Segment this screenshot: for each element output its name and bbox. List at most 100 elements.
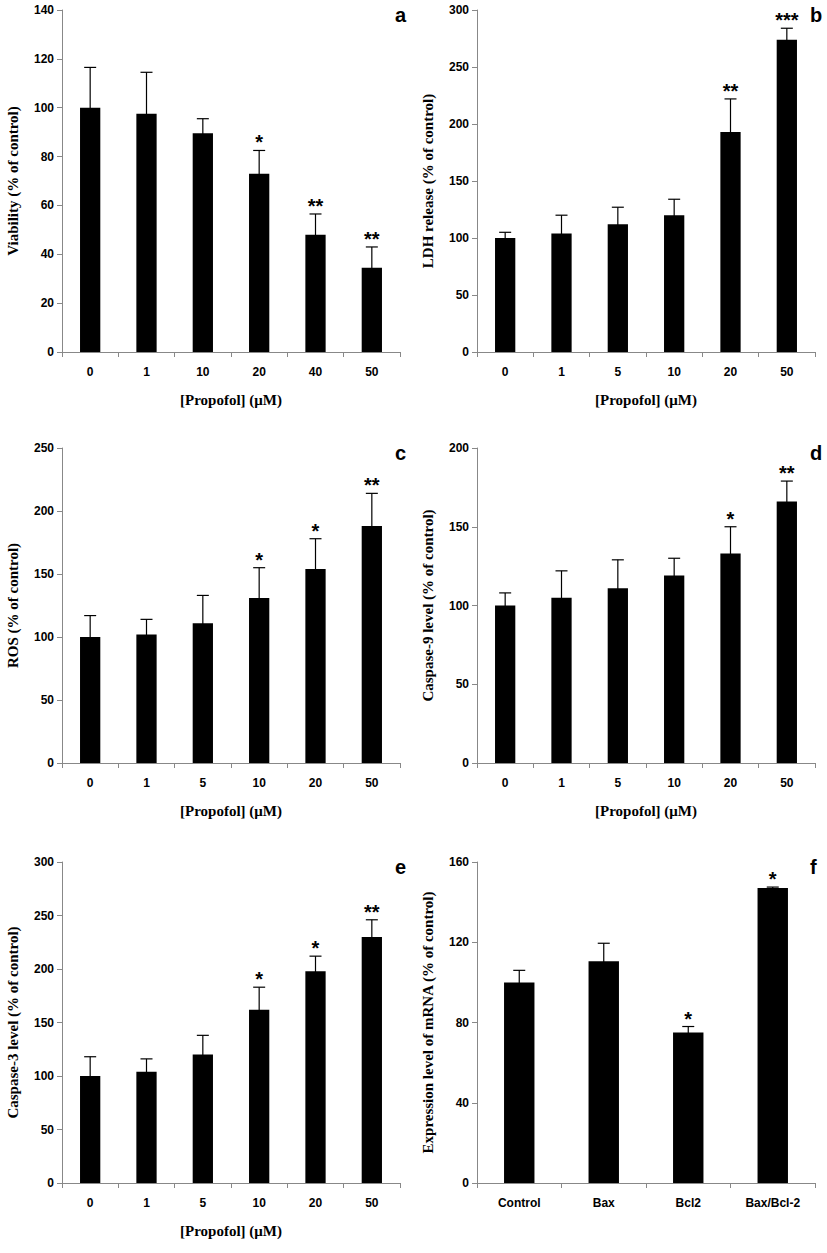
svg-text:40: 40 [41, 247, 55, 261]
svg-text:f: f [810, 856, 817, 878]
svg-text:d: d [810, 442, 822, 464]
svg-text:0: 0 [502, 776, 509, 790]
svg-text:100: 100 [449, 599, 469, 613]
svg-text:1: 1 [558, 776, 565, 790]
svg-text:100: 100 [34, 1069, 54, 1083]
svg-text:5: 5 [199, 776, 206, 790]
svg-text:1: 1 [143, 1196, 150, 1210]
svg-text:0: 0 [87, 776, 94, 790]
svg-text:Bcl2: Bcl2 [676, 1196, 702, 1210]
svg-text:10: 10 [667, 776, 681, 790]
svg-text:*: * [255, 968, 263, 990]
svg-text:Control: Control [498, 1196, 541, 1210]
svg-text:0: 0 [47, 1176, 54, 1190]
svg-text:ROS (% of control): ROS (% of control) [5, 543, 22, 668]
svg-text:0: 0 [462, 756, 469, 770]
svg-text:c: c [395, 442, 406, 464]
svg-text:0: 0 [462, 1176, 469, 1190]
svg-text:Caspase-3 level (% of control): Caspase-3 level (% of control) [5, 926, 22, 1118]
svg-text:20: 20 [252, 365, 266, 379]
svg-text:50: 50 [456, 677, 470, 691]
svg-text:250: 250 [34, 441, 54, 455]
svg-text:40: 40 [309, 365, 323, 379]
svg-text:[Propofol] (μM): [Propofol] (μM) [595, 392, 697, 409]
svg-text:5: 5 [199, 1196, 206, 1210]
svg-text:1: 1 [558, 365, 565, 379]
svg-text:250: 250 [34, 909, 54, 923]
svg-text:40: 40 [456, 1096, 470, 1110]
svg-text:[Propofol] (μM): [Propofol] (μM) [180, 1223, 282, 1240]
svg-text:80: 80 [41, 150, 55, 164]
svg-text:Viability (% of control): Viability (% of control) [5, 106, 22, 256]
svg-text:5: 5 [614, 365, 621, 379]
svg-text:*: * [312, 937, 320, 959]
svg-text:**: ** [364, 474, 380, 496]
svg-text:0: 0 [462, 345, 469, 359]
svg-text:150: 150 [34, 1016, 54, 1030]
svg-text:10: 10 [667, 365, 681, 379]
svg-text:0: 0 [502, 365, 509, 379]
svg-text:160: 160 [449, 855, 469, 869]
svg-text:[Propofol] (μM): [Propofol] (μM) [180, 392, 282, 409]
svg-text:b: b [810, 4, 822, 26]
svg-text:20: 20 [724, 365, 738, 379]
svg-text:20: 20 [309, 776, 323, 790]
svg-text:50: 50 [365, 1196, 379, 1210]
svg-text:5: 5 [614, 776, 621, 790]
svg-text:50: 50 [365, 776, 379, 790]
svg-text:**: ** [723, 80, 739, 102]
svg-text:**: ** [364, 901, 380, 923]
svg-text:*: * [769, 868, 777, 890]
svg-text:*: * [684, 1008, 692, 1030]
svg-text:120: 120 [449, 935, 469, 949]
svg-text:0: 0 [87, 365, 94, 379]
svg-text:140: 140 [34, 3, 54, 17]
svg-text:*: * [727, 508, 735, 530]
svg-text:100: 100 [34, 101, 54, 115]
svg-text:200: 200 [449, 117, 469, 131]
svg-text:150: 150 [34, 567, 54, 581]
svg-text:300: 300 [34, 855, 54, 869]
svg-text:10: 10 [252, 776, 266, 790]
svg-text:50: 50 [41, 693, 55, 707]
svg-text:**: ** [364, 228, 380, 250]
svg-text:**: ** [779, 462, 795, 484]
svg-text:10: 10 [196, 365, 210, 379]
svg-text:150: 150 [449, 520, 469, 534]
svg-text:50: 50 [780, 776, 794, 790]
svg-text:300: 300 [449, 3, 469, 17]
svg-text:50: 50 [456, 288, 470, 302]
svg-text:0: 0 [47, 756, 54, 770]
svg-text:Expression level of mRNA (% of: Expression level of mRNA (% of control) [420, 892, 437, 1154]
svg-text:*: * [255, 131, 263, 153]
svg-text:[Propofol] (μM): [Propofol] (μM) [595, 803, 697, 820]
svg-text:50: 50 [41, 1123, 55, 1137]
svg-text:Bax/Bcl-2: Bax/Bcl-2 [745, 1196, 800, 1210]
svg-text:10: 10 [252, 1196, 266, 1210]
svg-text:200: 200 [34, 962, 54, 976]
svg-text:120: 120 [34, 52, 54, 66]
svg-text:a: a [395, 4, 407, 26]
svg-text:20: 20 [309, 1196, 323, 1210]
svg-text:LDH release (% of control): LDH release (% of control) [420, 94, 437, 268]
svg-text:0: 0 [87, 1196, 94, 1210]
svg-text:150: 150 [449, 174, 469, 188]
svg-text:*: * [312, 520, 320, 542]
svg-text:*: * [255, 549, 263, 571]
svg-text:20: 20 [41, 296, 55, 310]
svg-text:50: 50 [780, 365, 794, 379]
svg-text:***: *** [775, 9, 799, 31]
svg-text:**: ** [308, 195, 324, 217]
svg-text:250: 250 [449, 60, 469, 74]
svg-text:Caspase-9 level (% of control): Caspase-9 level (% of control) [420, 509, 437, 701]
svg-text:Bax: Bax [593, 1196, 615, 1210]
svg-text:80: 80 [456, 1016, 470, 1030]
svg-text:60: 60 [41, 198, 55, 212]
svg-text:100: 100 [34, 630, 54, 644]
svg-text:200: 200 [449, 441, 469, 455]
svg-text:20: 20 [724, 776, 738, 790]
svg-text:0: 0 [47, 345, 54, 359]
svg-text:e: e [395, 856, 406, 878]
svg-text:200: 200 [34, 504, 54, 518]
svg-text:1: 1 [143, 776, 150, 790]
